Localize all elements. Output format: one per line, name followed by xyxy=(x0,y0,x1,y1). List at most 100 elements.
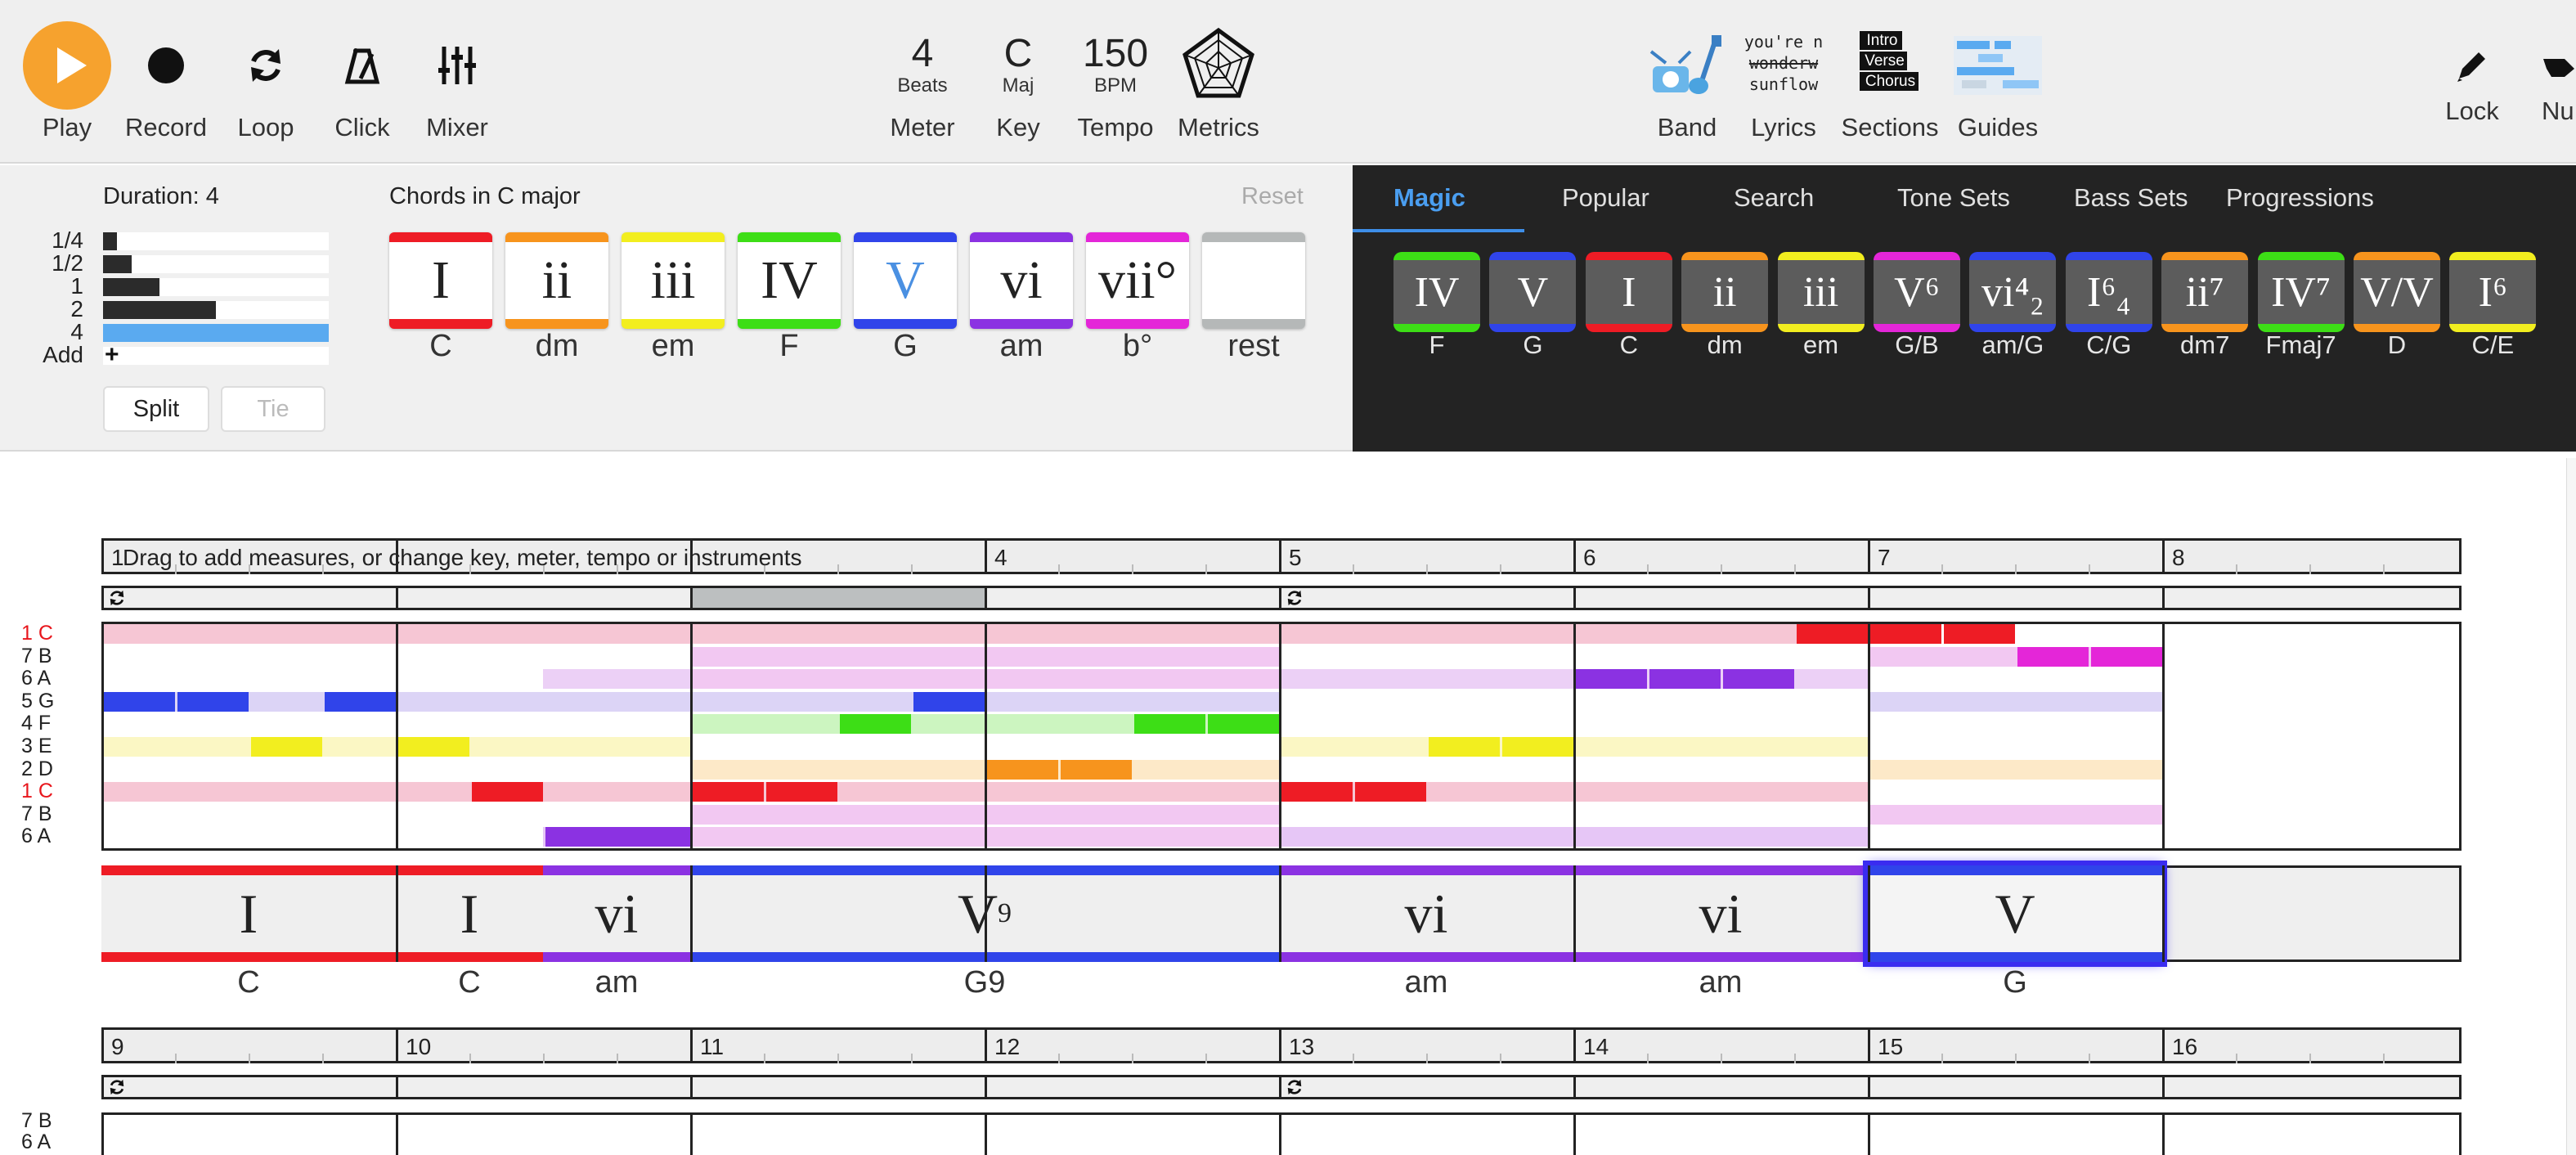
loop-row[interactable] xyxy=(101,586,2462,610)
note-bg xyxy=(398,624,690,644)
loop-row-2[interactable] xyxy=(101,1075,2462,1099)
melody-note[interactable] xyxy=(1281,782,1353,802)
magic-chip[interactable]: I xyxy=(1585,252,1672,332)
chord-card-dm[interactable]: ii xyxy=(505,232,608,329)
magic-chip[interactable]: IV xyxy=(1393,252,1480,332)
record-button[interactable]: Record xyxy=(121,0,211,164)
duration-option-4[interactable] xyxy=(103,324,329,342)
timeline-chord[interactable]: I xyxy=(101,865,396,962)
melody-note[interactable] xyxy=(1134,714,1205,735)
tab-search[interactable]: Search xyxy=(1734,183,1815,212)
timeline-chord[interactable]: vi xyxy=(543,865,690,962)
measure-number: 1 xyxy=(111,545,124,570)
magic-chip[interactable]: V xyxy=(1489,252,1577,332)
duration-option-half[interactable] xyxy=(103,255,329,273)
nu-button[interactable]: Nu xyxy=(2527,0,2576,164)
measure-divider xyxy=(2162,865,2165,962)
magic-chip-name: Fmaj7 xyxy=(2265,330,2336,359)
tempo-control[interactable]: 150 BPM Tempo xyxy=(1068,0,1163,164)
melody-note[interactable] xyxy=(472,782,543,802)
timeline-chord[interactable]: vi xyxy=(1573,865,1868,962)
tab-popular[interactable]: Popular xyxy=(1562,183,1649,212)
loop-button[interactable]: Loop xyxy=(221,0,311,164)
chord-card-C[interactable]: I xyxy=(389,232,492,329)
melody-note[interactable] xyxy=(398,737,469,757)
magic-chip[interactable]: IV⁷ xyxy=(2257,252,2345,332)
lyrics-icon-line: sunflow xyxy=(1748,74,1819,94)
melody-note[interactable] xyxy=(177,691,249,712)
beat-tick xyxy=(764,1054,765,1063)
melody-note[interactable] xyxy=(1355,782,1426,802)
melody-note[interactable] xyxy=(1723,669,1794,690)
duration-option-quarter[interactable] xyxy=(103,232,329,250)
guides-button[interactable]: Guides xyxy=(1953,0,2043,164)
lock-pen-icon xyxy=(2429,25,2515,106)
measure-divider xyxy=(2162,622,2165,851)
melody-note[interactable] xyxy=(545,827,690,847)
melody-note[interactable] xyxy=(1944,624,2015,644)
chord-card-G[interactable]: V xyxy=(854,232,957,329)
melody-note[interactable] xyxy=(104,691,175,712)
click-button[interactable]: Click xyxy=(317,0,407,164)
melody-note[interactable] xyxy=(766,782,837,802)
chord-card-rest[interactable] xyxy=(1202,232,1305,329)
timeline-chord[interactable]: I xyxy=(396,865,543,962)
metrics-button[interactable]: Metrics xyxy=(1169,0,1268,164)
timeline-chord[interactable]: V xyxy=(1863,861,2167,967)
melody-note[interactable] xyxy=(1576,669,1647,690)
measure-header-row-2[interactable] xyxy=(101,1027,2462,1063)
melody-note[interactable] xyxy=(1870,624,1941,644)
melody-note[interactable] xyxy=(693,782,764,802)
duration-option-2[interactable] xyxy=(103,301,329,319)
lyrics-button[interactable]: you're n wonderw sunflow Lyrics xyxy=(1740,0,1827,164)
chord-card-b°[interactable]: vii° xyxy=(1086,232,1189,329)
sections-button[interactable]: Intro Verse Chorus Sections xyxy=(1838,0,1941,164)
play-button[interactable]: Play xyxy=(21,0,113,164)
add-duration-row[interactable]: + xyxy=(103,343,329,367)
melody-note[interactable] xyxy=(987,759,1058,780)
melody-note[interactable] xyxy=(913,691,985,712)
chord-card-em[interactable]: iii xyxy=(622,232,725,329)
tab-bass-sets[interactable]: Bass Sets xyxy=(2074,183,2188,212)
magic-chip[interactable]: I⁶ xyxy=(2449,252,2537,332)
reset-button[interactable]: Reset xyxy=(1241,183,1304,209)
melody-note[interactable] xyxy=(1208,714,1279,735)
tab-progressions[interactable]: Progressions xyxy=(2226,183,2374,212)
meter-control[interactable]: 4 Beats Meter xyxy=(875,0,970,164)
mixer-button[interactable]: Mixer xyxy=(412,0,502,164)
split-button[interactable]: Split xyxy=(103,386,209,432)
magic-chip[interactable]: V⁶ xyxy=(1874,252,1960,332)
melody-note[interactable] xyxy=(2091,646,2162,667)
magic-chip[interactable]: ii xyxy=(1681,252,1769,332)
melody-note[interactable] xyxy=(2017,646,2089,667)
measure-header-row[interactable] xyxy=(101,538,2462,574)
melody-note[interactable] xyxy=(1429,737,1500,757)
magic-chip[interactable]: I⁶₄ xyxy=(2065,252,2152,332)
tie-button[interactable]: Tie xyxy=(221,386,325,432)
melody-note[interactable] xyxy=(325,691,396,712)
duration-option-1[interactable] xyxy=(103,278,329,296)
melody-note[interactable] xyxy=(840,714,911,735)
chord-card-am[interactable]: vi xyxy=(970,232,1073,329)
melody-note[interactable] xyxy=(1797,624,1868,644)
chord-card-F[interactable]: IV xyxy=(738,232,841,329)
note-row-label: 6 A xyxy=(21,667,52,690)
magic-chip[interactable]: ii⁷ xyxy=(2161,252,2249,332)
timeline-chord[interactable]: vi xyxy=(1279,865,1573,962)
magic-chip[interactable]: iii xyxy=(1777,252,1865,332)
sections-icon-line: Chorus xyxy=(1860,72,1919,91)
timeline-chord-numeral: vi xyxy=(595,882,639,945)
magic-chip[interactable]: vi⁴₂ xyxy=(1969,252,2057,332)
scrollbar[interactable] xyxy=(2566,458,2576,1155)
magic-chip[interactable]: V/V xyxy=(2354,252,2440,332)
melody-note[interactable] xyxy=(251,737,322,757)
tab-tone-sets[interactable]: Tone Sets xyxy=(1897,183,2010,212)
lock-button[interactable]: Lock xyxy=(2429,0,2515,164)
tab-magic[interactable]: Magic xyxy=(1393,183,1465,212)
melody-note[interactable] xyxy=(1502,737,1573,757)
band-button[interactable]: Band xyxy=(1644,0,1730,164)
melody-note[interactable] xyxy=(1061,759,1132,780)
note-grid-2[interactable] xyxy=(101,1112,2462,1155)
key-control[interactable]: C Maj Key xyxy=(973,0,1063,164)
melody-note[interactable] xyxy=(1649,669,1721,690)
